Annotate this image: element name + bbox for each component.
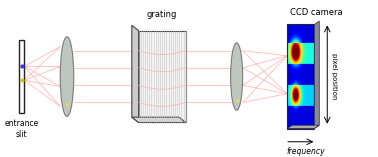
Text: entrance
slit: entrance slit	[5, 119, 39, 138]
Polygon shape	[132, 117, 186, 122]
Bar	[19, 40, 24, 113]
Ellipse shape	[60, 37, 74, 116]
Bar	[287, 24, 314, 129]
Polygon shape	[132, 25, 139, 122]
Text: grating: grating	[147, 10, 177, 19]
Text: pixel position: pixel position	[331, 53, 337, 100]
Text: frequency: frequency	[287, 147, 325, 156]
Bar	[139, 31, 186, 122]
Text: CCD camera: CCD camera	[290, 8, 342, 17]
Polygon shape	[314, 21, 319, 129]
Ellipse shape	[231, 43, 243, 110]
Polygon shape	[287, 125, 319, 129]
